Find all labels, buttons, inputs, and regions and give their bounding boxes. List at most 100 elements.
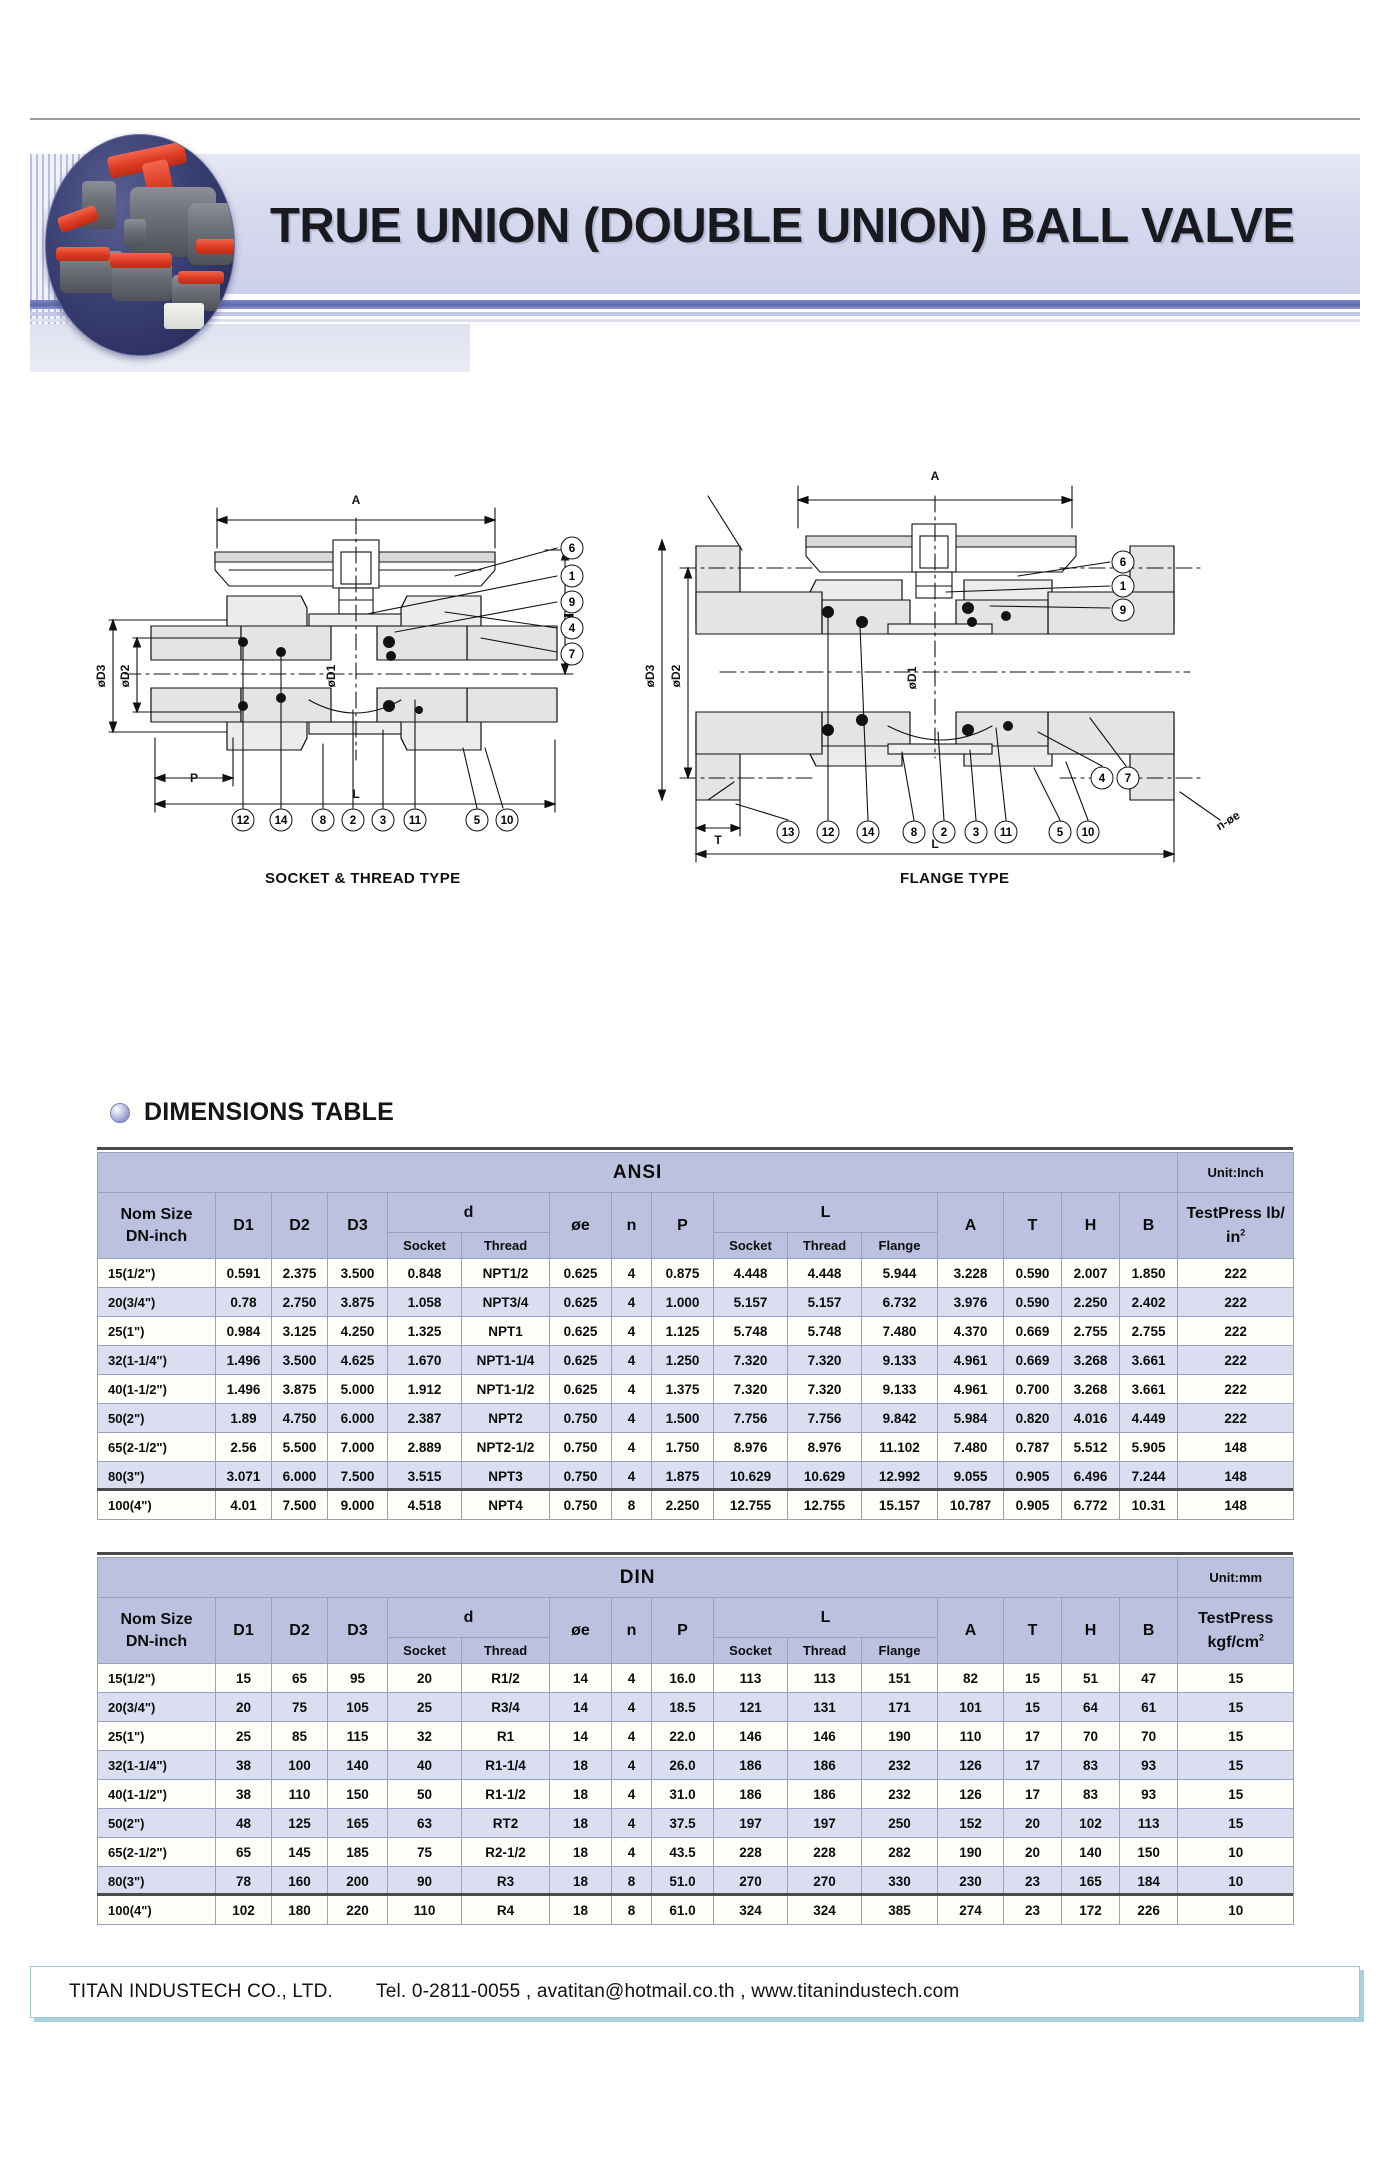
cell-tp: 148 (1177, 1490, 1295, 1520)
cell-lthread: 12.755 (787, 1490, 862, 1520)
cell-tp: 15 (1177, 1808, 1295, 1838)
svg-text:n-øe: n-øe (1213, 808, 1242, 833)
ansi-table-top-bar (97, 1147, 1293, 1150)
table-row: 40(1-1/2") 38 110 150 50 R1-1/2 18 4 31.0 186 186 2… (97, 1779, 1295, 1809)
cell-tp: 148 (1177, 1432, 1295, 1462)
cell-b: 113 (1118, 1808, 1179, 1838)
ansi-col-oe: øe (549, 1192, 612, 1259)
cell-lthread: 146 (787, 1721, 862, 1751)
ansi-col-nom-size: Nom Size DN-inch (97, 1192, 216, 1259)
cell-lsocket: 197 (713, 1808, 788, 1838)
cell-h: 2.007 (1061, 1258, 1120, 1288)
svg-text:13: 13 (782, 827, 795, 839)
cell-lflange: 7.480 (861, 1316, 938, 1346)
cell-oe: 18 (549, 1866, 612, 1896)
ansi-col-d1: D1 (215, 1192, 272, 1259)
cell-nom-size: 32(1-1/4") (97, 1345, 216, 1375)
ansi-col-d3: D3 (327, 1192, 388, 1259)
socket-thread-caption: SOCKET & THREAD TYPE (265, 870, 461, 887)
cell-p: 1.875 (651, 1461, 714, 1491)
cell-t: 17 (1003, 1721, 1062, 1751)
din-table-body: 15(1/2") 15 65 95 20 R1/2 14 4 16.0 113 113 151 82 15… (97, 1663, 1295, 1925)
cell-oe: 18 (549, 1895, 612, 1925)
cell-t: 15 (1003, 1663, 1062, 1693)
cell-lflange: 5.944 (861, 1258, 938, 1288)
cell-tp: 222 (1177, 1316, 1295, 1346)
cell-nom-size: 65(2-1/2") (97, 1432, 216, 1462)
cell-lsocket: 4.448 (713, 1258, 788, 1288)
cell-h: 6.772 (1061, 1490, 1120, 1520)
cell-d2: 180 (271, 1895, 328, 1925)
cell-oe: 18 (549, 1808, 612, 1838)
cell-t: 23 (1003, 1866, 1062, 1896)
cell-t: 20 (1003, 1808, 1062, 1838)
cell-lflange: 6.732 (861, 1287, 938, 1317)
cell-lthread: 5.748 (787, 1316, 862, 1346)
cell-p: 31.0 (651, 1779, 714, 1809)
din-dimensions-table: DIN Unit:mm Nom Size DN-inch D1 D2 D3 d … (96, 1557, 1295, 1925)
svg-text:3: 3 (973, 827, 979, 839)
svg-text:6: 6 (1120, 557, 1126, 569)
table-row: 100(4") 4.01 7.500 9.000 4.518 NPT4 0.750 8 2.25… (97, 1490, 1295, 1520)
balloon-group-right: 6 1 9 4 7 (560, 536, 584, 666)
cell-b: 93 (1118, 1779, 1179, 1809)
cell-d3: 185 (327, 1837, 388, 1867)
svg-text:A: A (931, 469, 940, 483)
page-title: TRUE UNION (DOUBLE UNION) BALL VALVE (270, 199, 1295, 253)
din-standard-label: DIN (96, 1557, 1179, 1598)
cell-p: 2.250 (651, 1490, 714, 1520)
svg-text:9: 9 (1120, 605, 1126, 617)
cell-n: 4 (611, 1374, 652, 1404)
ansi-col-h: H (1061, 1192, 1120, 1259)
cell-a: 126 (937, 1779, 1004, 1809)
ansi-col-l-group: L (713, 1192, 938, 1233)
cell-lsocket: 121 (713, 1692, 788, 1722)
cell-p: 0.875 (651, 1258, 714, 1288)
din-table-container: DIN Unit:mm Nom Size DN-inch D1 D2 D3 d … (96, 1552, 1295, 1925)
svg-text:12: 12 (822, 827, 835, 839)
cell-p: 51.0 (651, 1866, 714, 1896)
cell-p: 1.375 (651, 1374, 714, 1404)
table-row: 50(2") 1.89 4.750 6.000 2.387 NPT2 0.750 4 1.500… (97, 1403, 1295, 1433)
cell-oe: 18 (549, 1750, 612, 1780)
cell-a: 110 (937, 1721, 1004, 1751)
cell-n: 4 (611, 1345, 652, 1375)
cell-b: 3.661 (1118, 1374, 1179, 1404)
cell-d1: 15 (215, 1663, 272, 1693)
din-col-nom-size: Nom Size DN-inch (97, 1597, 216, 1664)
cell-h: 140 (1061, 1837, 1120, 1867)
cell-d2: 2.375 (271, 1258, 328, 1288)
socket-thread-drawing: H (95, 493, 584, 832)
din-col-l-socket: Socket (713, 1637, 788, 1664)
cell-n: 4 (611, 1692, 652, 1722)
cell-lthread: 131 (787, 1692, 862, 1722)
cell-dthread: R1-1/2 (461, 1779, 550, 1809)
cell-p: 37.5 (651, 1808, 714, 1838)
cell-d1: 65 (215, 1837, 272, 1867)
cell-b: 2.402 (1118, 1287, 1179, 1317)
cell-n: 4 (611, 1432, 652, 1462)
ansi-col-d2: D2 (271, 1192, 328, 1259)
banner-background-band (30, 154, 1360, 294)
cell-dthread: R1-1/4 (461, 1750, 550, 1780)
cell-lthread: 113 (787, 1663, 862, 1693)
din-col-d-socket: Socket (387, 1637, 462, 1664)
table-row: 15(1/2") 0.591 2.375 3.500 0.848 NPT1/2 0.625 4… (97, 1258, 1295, 1288)
ansi-col-t: T (1003, 1192, 1062, 1259)
cell-lsocket: 113 (713, 1663, 788, 1693)
din-table-top-bar (97, 1552, 1293, 1555)
svg-text:11: 11 (409, 815, 422, 827)
cell-a: 4.961 (937, 1345, 1004, 1375)
cell-dsocket: 90 (387, 1866, 462, 1896)
cell-dsocket: 1.058 (387, 1287, 462, 1317)
cell-lflange: 9.842 (861, 1403, 938, 1433)
cell-lthread: 186 (787, 1779, 862, 1809)
cell-lthread: 186 (787, 1750, 862, 1780)
balloon-group-bottom: 12 14 8 2 3 11 5 10 (231, 808, 519, 832)
cell-n: 4 (611, 1837, 652, 1867)
cell-n: 4 (611, 1461, 652, 1491)
cell-dsocket: 1.325 (387, 1316, 462, 1346)
svg-text:L: L (931, 837, 938, 851)
svg-text:14: 14 (275, 815, 288, 827)
cell-lsocket: 270 (713, 1866, 788, 1896)
